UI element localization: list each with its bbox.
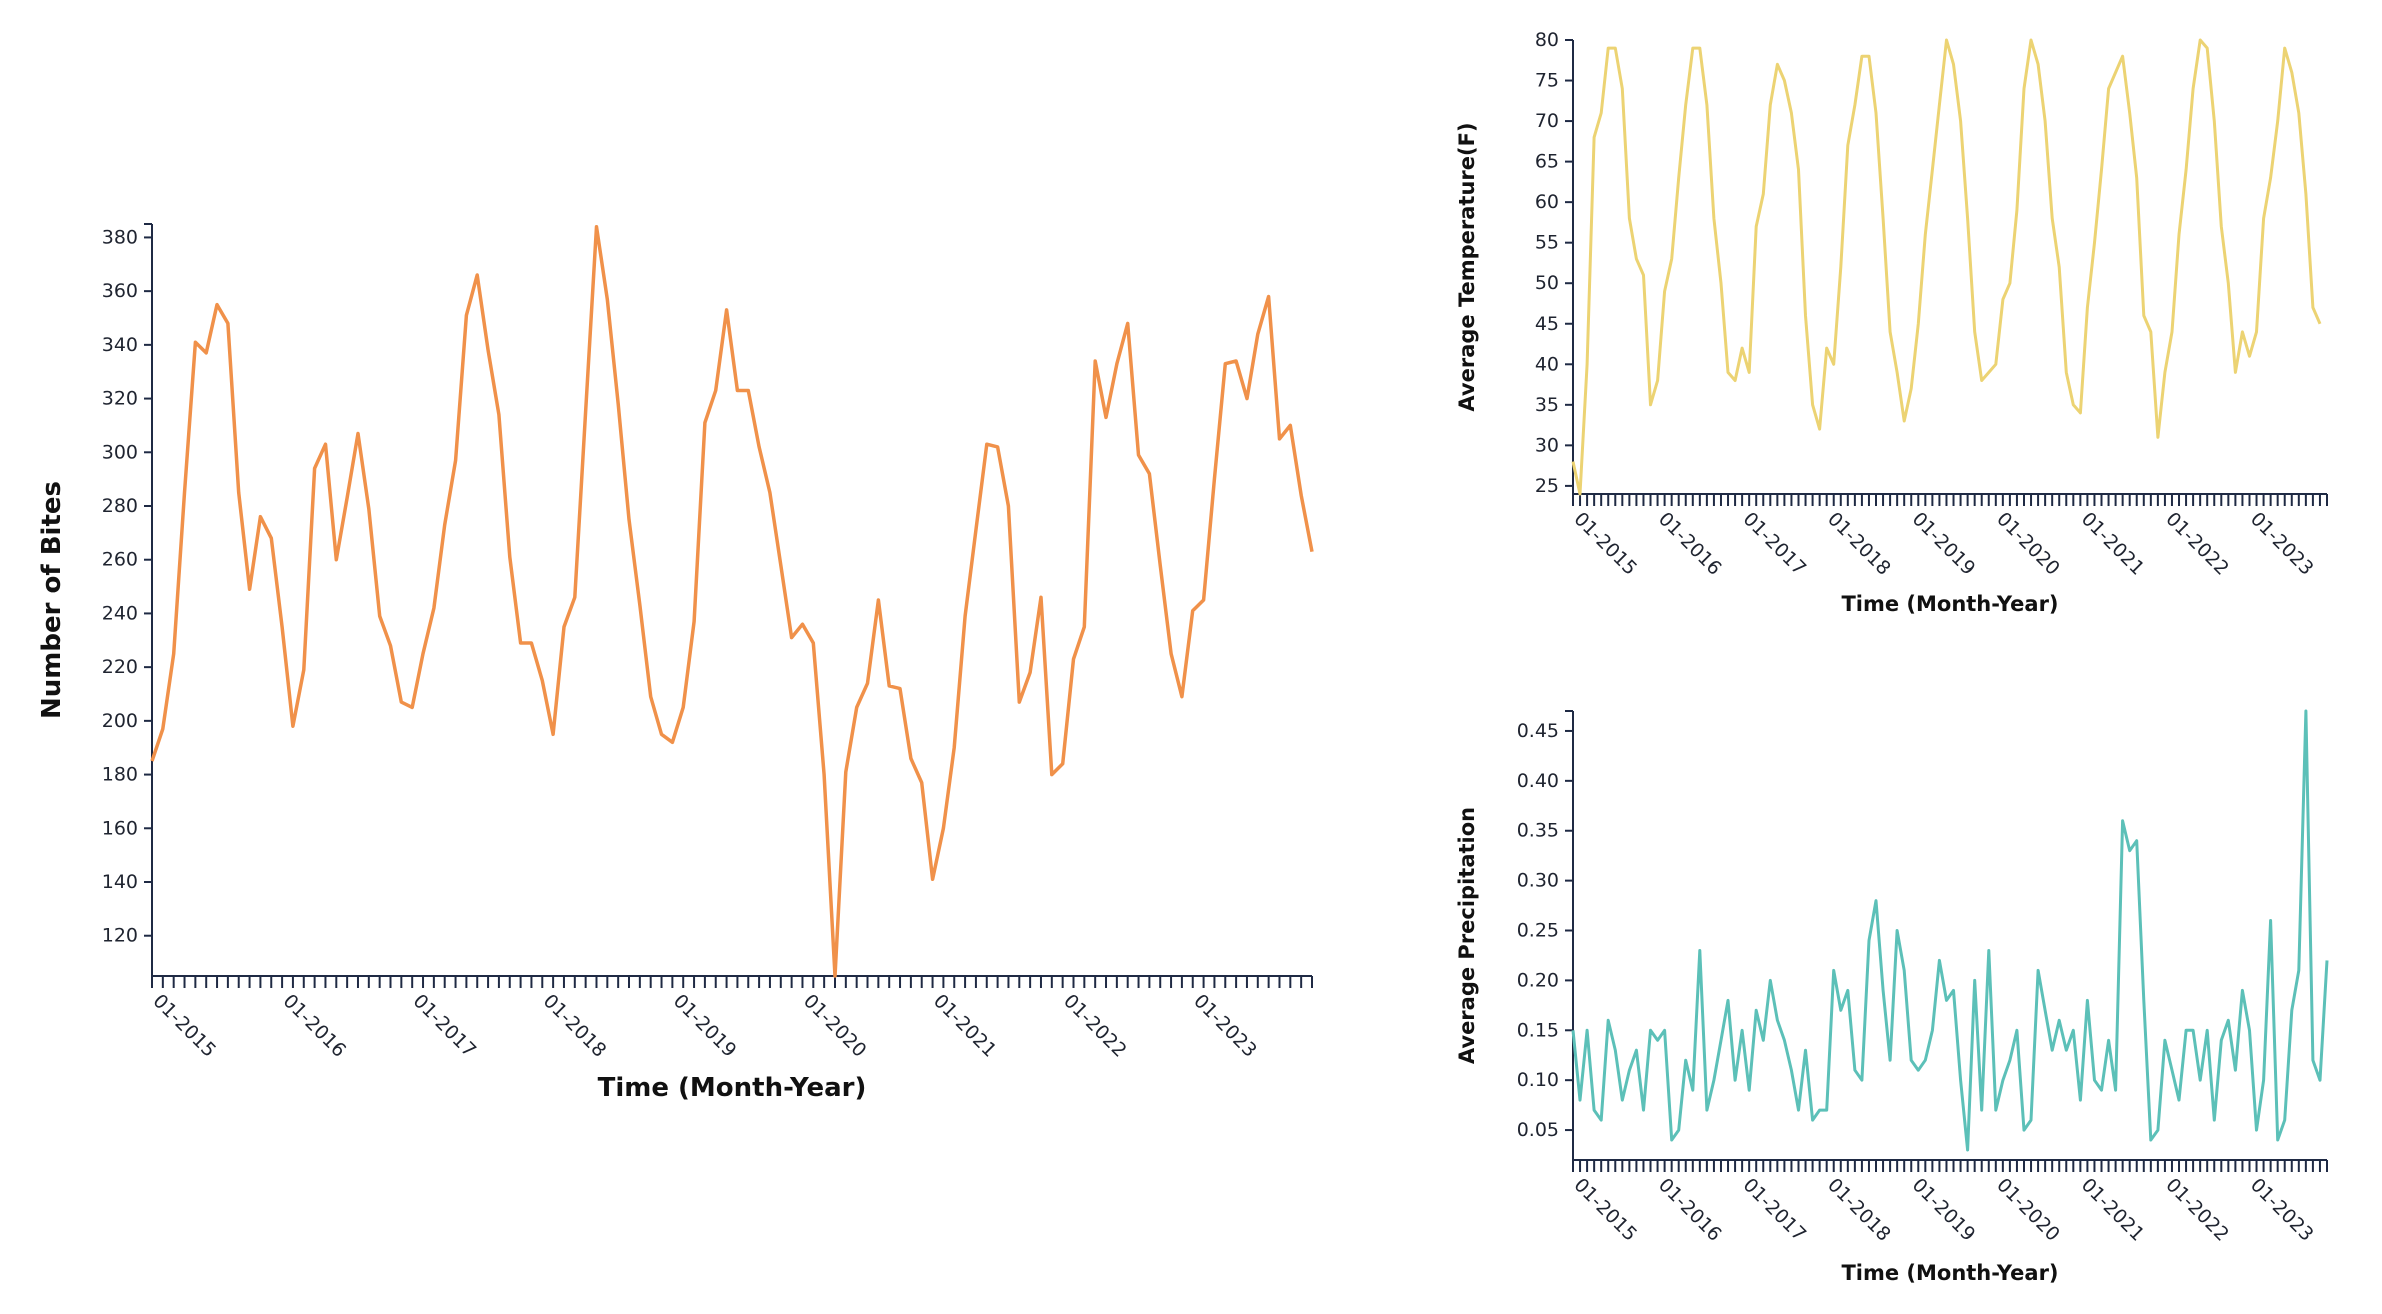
precip-y-tick-label: 0.40 xyxy=(1517,770,1559,792)
precip-y-tick-label: 0.10 xyxy=(1517,1069,1559,1091)
temp-y-tick-label: 35 xyxy=(1535,394,1559,416)
bites-y-tick-label: 160 xyxy=(102,817,138,839)
bites-x-tick-label: 01-2023 xyxy=(1189,990,1261,1062)
precip-series-line xyxy=(1571,709,2329,1152)
bites-y-tick-label: 220 xyxy=(102,656,138,678)
bites-y-axis-title: Number of Bites xyxy=(37,481,67,719)
temp-y-tick-label: 30 xyxy=(1535,434,1559,456)
temp-y-tick-label: 65 xyxy=(1535,151,1559,173)
bites-y-tick-label: 320 xyxy=(102,388,138,410)
precip-y-tick-label: 0.30 xyxy=(1517,870,1559,892)
bites-y-tick-label: 260 xyxy=(102,549,138,571)
precip-y-tick-label: 0.05 xyxy=(1517,1119,1559,1141)
precip-x-tick-label: 01-2021 xyxy=(2077,1174,2149,1246)
bites-y-tick-label: 380 xyxy=(102,226,138,248)
temp-y-tick-label: 75 xyxy=(1535,70,1559,92)
temp-x-tick-label: 01-2016 xyxy=(1654,508,1726,580)
precip-y-tick-label: 0.35 xyxy=(1517,820,1559,842)
temp-y-tick-label: 25 xyxy=(1535,475,1559,497)
precip-x-tick-label: 01-2015 xyxy=(1569,1174,1641,1246)
bites-y-tick-label: 240 xyxy=(102,602,138,624)
temp-y-tick-label: 80 xyxy=(1535,29,1559,51)
bites-x-tick-label: 01-2022 xyxy=(1059,990,1131,1062)
temp-y-tick-label: 45 xyxy=(1535,313,1559,335)
temp-series-line xyxy=(1571,38,2322,496)
bites-y-tick-label: 360 xyxy=(102,280,138,302)
precip-x-tick-label: 01-2016 xyxy=(1654,1174,1726,1246)
temp-x-tick-label: 01-2018 xyxy=(1823,508,1895,580)
bites-chart: 120 140 160 180 200 220 240 260 280 300 320 340 360 3… xyxy=(37,223,1314,1103)
bites-y-tick-label: 280 xyxy=(102,495,138,517)
precip-x-tick-label: 01-2020 xyxy=(1992,1174,2064,1246)
bites-x-tick-label: 01-2019 xyxy=(669,990,741,1062)
temp-y-tick-label: 60 xyxy=(1535,191,1559,213)
temp-x-tick-label: 01-2022 xyxy=(2161,508,2233,580)
bites-y-tick-label: 300 xyxy=(102,441,138,463)
precip-x-axis-title: Time (Month-Year) xyxy=(1841,1261,2058,1285)
bites-y-tick-label: 140 xyxy=(102,871,138,893)
bites-x-axis-title: Time (Month-Year) xyxy=(598,1073,867,1103)
bites-x-tick-label: 01-2016 xyxy=(279,990,351,1062)
temp-x-tick-label: 01-2020 xyxy=(1992,508,2064,580)
precip-x-tick-label: 01-2022 xyxy=(2161,1174,2233,1246)
bites-y-tick-label: 180 xyxy=(102,764,138,786)
precip-x-tick-label: 01-2017 xyxy=(1739,1174,1811,1246)
bites-x-tick-label: 01-2020 xyxy=(799,990,871,1062)
temp-x-tick-label: 01-2017 xyxy=(1739,508,1811,580)
precip-x-tick-label: 01-2023 xyxy=(2246,1174,2318,1246)
bites-x-tick-label: 01-2018 xyxy=(539,990,611,1062)
bites-x-tick-label: 01-2017 xyxy=(409,990,481,1062)
precip-y-axis-title: Average Precipitation xyxy=(1455,807,1479,1064)
bites-y-tick-label: 200 xyxy=(102,710,138,732)
precip-y-tick-label: 0.45 xyxy=(1517,720,1559,742)
precip-chart: 0.05 0.10 0.15 0.20 0.25 0.30 0.35 0.40 0.45 01-2… xyxy=(1455,709,2329,1285)
bites-x-tick-label: 01-2021 xyxy=(929,990,1001,1062)
temp-x-tick-label: 01-2023 xyxy=(2246,508,2318,580)
precip-y-tick-label: 0.15 xyxy=(1517,1019,1559,1041)
temp-y-axis-title: Average Temperature(F) xyxy=(1455,122,1479,411)
precip-y-tick-label: 0.25 xyxy=(1517,920,1559,942)
temp-x-tick-label: 01-2021 xyxy=(2077,508,2149,580)
temp-y-tick-label: 40 xyxy=(1535,353,1559,375)
temp-y-tick-label: 70 xyxy=(1535,110,1559,132)
temp-x-tick-label: 01-2019 xyxy=(1908,508,1980,580)
temp-x-tick-label: 01-2015 xyxy=(1569,508,1641,580)
precip-x-tick-label: 01-2018 xyxy=(1823,1174,1895,1246)
bites-y-tick-label: 120 xyxy=(102,925,138,947)
temp-y-tick-label: 50 xyxy=(1535,272,1559,294)
bites-y-tick-label: 340 xyxy=(102,334,138,356)
precip-x-tick-label: 01-2019 xyxy=(1908,1174,1980,1246)
bites-x-tick-label: 01-2015 xyxy=(148,990,220,1062)
temp-x-axis-title: Time (Month-Year) xyxy=(1841,592,2058,616)
precip-y-tick-label: 0.20 xyxy=(1517,969,1559,991)
temp-y-tick-label: 55 xyxy=(1535,232,1559,254)
bites-series-line xyxy=(150,224,1314,978)
